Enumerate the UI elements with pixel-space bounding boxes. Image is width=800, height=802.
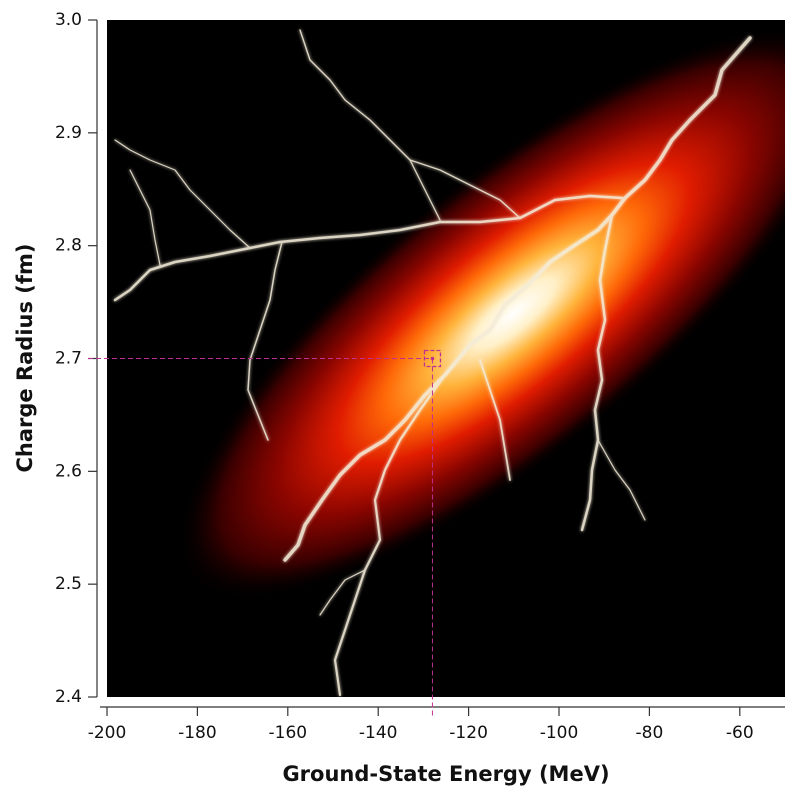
- y-axis-title: Charge Radius (fm): [13, 243, 37, 472]
- x-axis-title: Ground-State Energy (MeV): [282, 762, 609, 786]
- x-tick-label: -200: [88, 723, 127, 743]
- marker-point: [423, 349, 442, 368]
- x-tick-label: -180: [178, 723, 217, 743]
- x-tick-label: -100: [540, 723, 579, 743]
- x-tick-label: -160: [269, 723, 308, 743]
- y-tick-label: 3.0: [55, 10, 82, 30]
- heatmap-layer: [175, 25, 785, 602]
- y-tick-label: 2.5: [55, 574, 82, 594]
- y-tick-label: 2.9: [55, 123, 82, 143]
- y-tick-label: 2.7: [55, 349, 82, 369]
- y-tick-label: 2.8: [55, 236, 82, 256]
- x-tick-label: -80: [636, 723, 664, 743]
- x-tick-label: -60: [726, 723, 754, 743]
- density-blob: [175, 25, 785, 602]
- y-tick-label: 2.6: [55, 461, 82, 481]
- x-tick-label: -140: [359, 723, 398, 743]
- x-tick-label: -120: [449, 723, 488, 743]
- y-tick-label: 2.4: [55, 687, 82, 707]
- marker-dot: [430, 356, 435, 361]
- lightning-decoration: [113, 29, 752, 697]
